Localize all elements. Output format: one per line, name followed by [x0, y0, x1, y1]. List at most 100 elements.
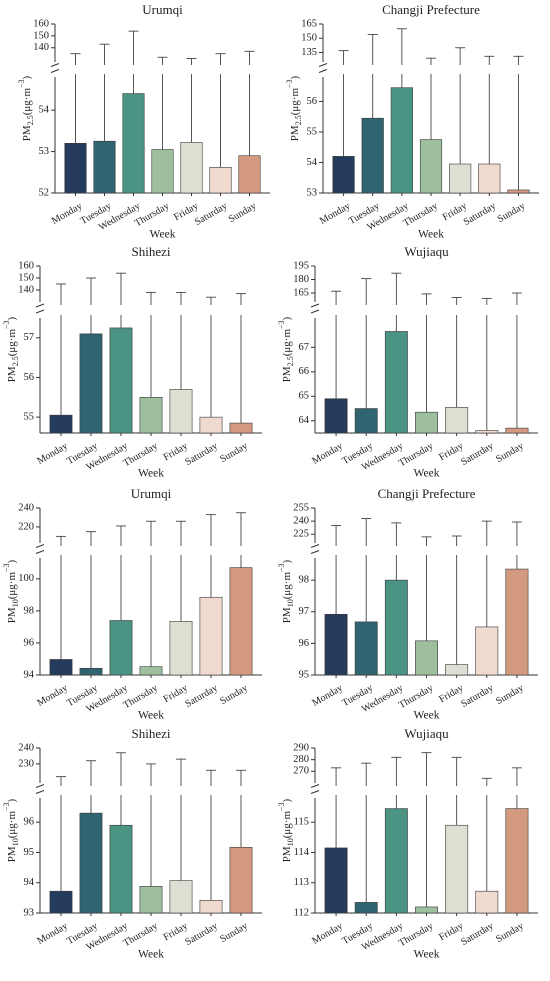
bar-saturday: [199, 596, 223, 676]
bar-tuesday: [79, 812, 103, 914]
bar-friday: [449, 163, 472, 194]
chart-title: Shihezi: [132, 244, 171, 259]
bar-wednesday: [122, 93, 145, 194]
bar-friday: [169, 621, 193, 676]
x-tick-label: Saturday: [183, 921, 219, 948]
bar-tuesday: [361, 117, 384, 194]
y-tick-label: 240: [18, 502, 34, 513]
y-tick-label: 220: [18, 521, 34, 532]
y-tick-label: 95: [299, 669, 310, 680]
y-tick-label: 150: [301, 33, 317, 44]
x-tick-label: Monday: [310, 441, 344, 467]
chart-panel-2: Changji Prefecture 53 54 55 56 135 150 165 Monda…: [285, 2, 539, 241]
bar-monday: [324, 398, 348, 434]
y-tick-label: 290: [293, 742, 309, 753]
bar-wednesday: [384, 808, 408, 914]
bar-thursday: [139, 886, 163, 914]
x-tick-label: Thursday: [121, 441, 159, 469]
bar-wednesday: [109, 327, 133, 434]
x-tick-label: Thursday: [397, 441, 435, 469]
chart-panel-8: Wujiaqu112113114115270280290MondayTuesda…: [277, 726, 538, 961]
y-tick-label: 140: [18, 284, 34, 295]
bar-monday: [64, 142, 87, 194]
y-tick-label: 93: [24, 907, 35, 918]
x-tick-label: Sunday: [227, 201, 258, 226]
bar-tuesday: [79, 333, 103, 434]
bar-thursday: [415, 906, 438, 914]
bar-sunday: [238, 155, 261, 194]
bar-friday: [180, 142, 203, 194]
y-tick-label: 165: [293, 287, 309, 298]
axis-break-mark: [35, 790, 45, 794]
y-tick-label: 53: [307, 187, 318, 198]
y-tick-label: 56: [24, 372, 35, 383]
x-tick-label: Sunday: [218, 441, 249, 466]
y-tick-label: 160: [18, 260, 34, 271]
y-tick-label: 53: [39, 146, 50, 157]
bar-tuesday: [354, 408, 378, 434]
axis-break-mark: [35, 550, 45, 554]
y-axis-label: PM10(μg·m−3): [277, 798, 295, 862]
y-tick-label: 115: [294, 817, 309, 828]
bar-wednesday: [390, 87, 413, 194]
chart-title: Shihezi: [132, 726, 171, 741]
axis-break-mark: [50, 69, 60, 73]
y-tick-label: 270: [293, 766, 309, 777]
bar-saturday: [209, 167, 232, 194]
x-axis-label: Week: [418, 229, 444, 241]
x-tick-label: Monday: [35, 683, 69, 709]
x-axis-label: Week: [414, 949, 440, 961]
bar-sunday: [507, 189, 530, 194]
bar-saturday: [475, 626, 499, 676]
y-tick-label: 65: [299, 391, 310, 402]
y-tick-label: 55: [24, 412, 35, 423]
bar-wednesday: [109, 824, 133, 914]
x-axis-label: Week: [414, 468, 440, 480]
chart-panel-4: Wujiaqu64656667165180195MondayTuesdayWed…: [277, 244, 538, 480]
axis-break-mark: [35, 309, 45, 314]
x-tick-label: Thursday: [397, 683, 435, 711]
y-tick-label: 52: [39, 187, 50, 198]
y-axis-label: PM2.5(μg·m−3): [17, 75, 35, 141]
bar-monday: [49, 890, 73, 914]
axis-break-mark: [310, 790, 320, 794]
x-tick-label: Monday: [310, 921, 344, 947]
x-tick-label: Sunday: [494, 921, 525, 946]
y-tick-label: 230: [18, 758, 34, 769]
bar-tuesday: [354, 621, 378, 676]
axis-break-mark: [310, 550, 320, 554]
bar-friday: [445, 407, 469, 434]
y-tick-label: 100: [18, 573, 34, 584]
y-tick-label: 94: [24, 877, 35, 888]
y-tick-label: 96: [24, 637, 35, 648]
x-tick-label: Thursday: [121, 683, 159, 711]
bar-friday: [169, 880, 193, 914]
axis-break-mark: [318, 63, 328, 67]
x-tick-label: Saturday: [183, 441, 219, 468]
y-tick-label: 94: [24, 669, 35, 680]
y-axis-label: PM10(μg·m−3): [277, 559, 295, 623]
y-tick-label: 56: [307, 96, 318, 107]
x-tick-label: Sunday: [496, 201, 527, 226]
bar-sunday: [229, 847, 253, 914]
y-tick-label: 240: [293, 516, 309, 527]
x-tick-label: Sunday: [218, 683, 249, 708]
x-tick-label: Monday: [35, 441, 69, 467]
bar-saturday: [199, 899, 223, 914]
bar-wednesday: [384, 331, 408, 434]
y-tick-label: 54: [307, 157, 318, 168]
y-tick-label: 96: [299, 638, 310, 649]
axis-break-mark: [310, 303, 320, 308]
bar-sunday: [505, 808, 529, 914]
y-tick-label: 98: [24, 605, 35, 616]
x-tick-label: Saturday: [193, 201, 229, 228]
y-tick-label: 98: [299, 575, 310, 586]
bar-friday: [169, 389, 193, 434]
bar-tuesday: [93, 140, 116, 194]
x-tick-label: Saturday: [462, 201, 498, 228]
bar-wednesday: [384, 579, 408, 676]
chart-title: Wujiaqu: [404, 244, 449, 259]
y-tick-label: 112: [294, 907, 309, 918]
y-tick-label: 95: [24, 847, 35, 858]
